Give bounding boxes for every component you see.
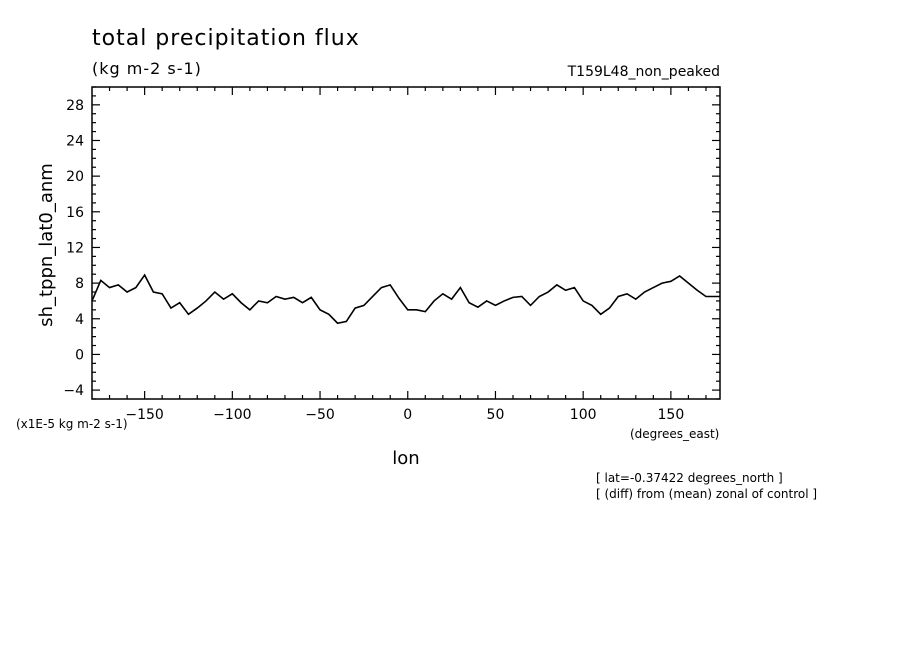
x-tick-label: 100 [570, 407, 597, 423]
x-tick-label: −50 [305, 407, 335, 423]
x-tick-label: 50 [487, 407, 505, 423]
chart-units: (kg m-2 s-1) [92, 59, 202, 78]
y-tick-label: −4 [63, 383, 84, 399]
y-tick-label: 20 [66, 169, 84, 185]
y-tick-label: 8 [75, 276, 84, 292]
x-tick-label: 0 [403, 407, 412, 423]
y-scale-note: (x1E-5 kg m-2 s-1) [16, 417, 128, 431]
plot-frame [91, 86, 721, 400]
y-tick-labels: −4 0 4 8 12 16 20 24 28 [63, 98, 84, 399]
y-tick-label: 4 [75, 312, 84, 328]
y-axis-label: sh_tppn_lat0_anm [36, 163, 57, 327]
x-tick-labels: −150 −100 −50 0 50 100 150 [125, 407, 684, 423]
y-tick-label: 24 [66, 133, 84, 149]
lat-note: [ lat=-0.37422 degrees_north ] [596, 471, 783, 485]
x-tick-label: −150 [125, 407, 163, 423]
experiment-label: T159L48_non_peaked [567, 64, 720, 80]
x-tick-label: −100 [213, 407, 251, 423]
x-axis-label: lon [392, 448, 419, 469]
y-tick-label: 16 [66, 205, 84, 221]
x-units-note: (degrees_east) [630, 427, 719, 441]
diff-note: [ (diff) from (mean) zonal of control ] [596, 487, 817, 501]
chart-title: total precipitation flux [92, 26, 360, 51]
y-tick-label: 28 [66, 98, 84, 114]
x-tick-label: 150 [658, 407, 685, 423]
y-tick-label: 12 [66, 240, 84, 256]
y-tick-label: 0 [75, 347, 84, 363]
series-line [91, 273, 720, 325]
axis-ticks [92, 86, 720, 400]
